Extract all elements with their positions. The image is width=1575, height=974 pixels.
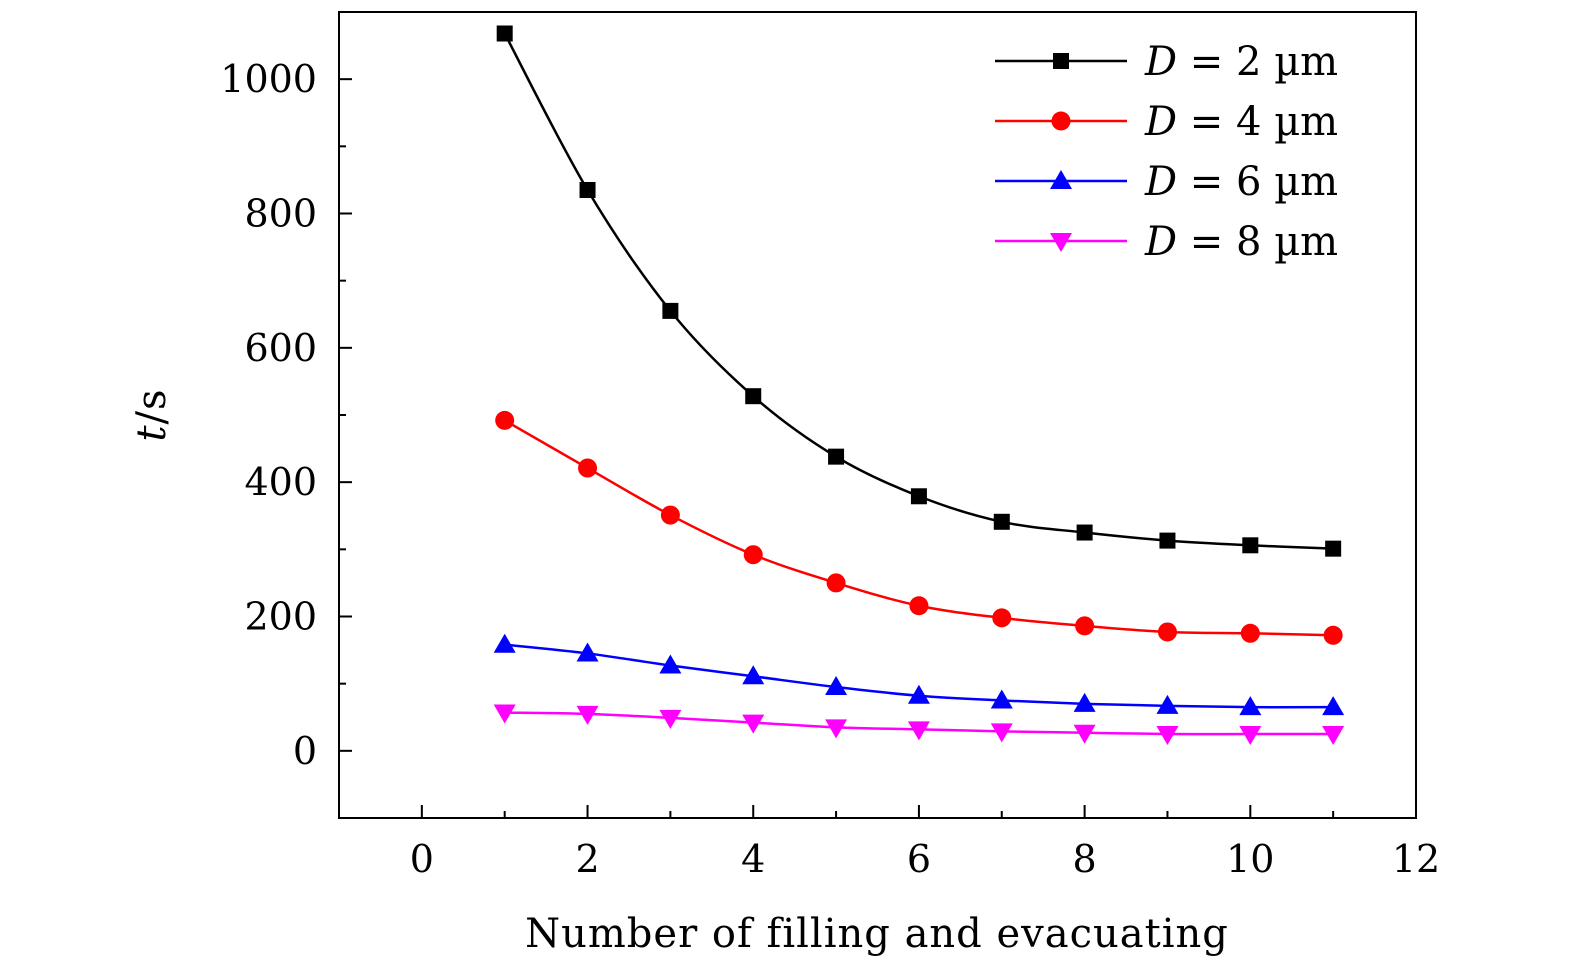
data-point — [1157, 622, 1177, 642]
legend-item-4: D = 8 µm — [995, 219, 1338, 265]
y-tick-label: 400 — [244, 460, 317, 504]
legend-item-1: D = 2 µm — [995, 39, 1338, 85]
legend-label-value: = 4 µm — [1177, 99, 1338, 145]
data-point — [1325, 540, 1342, 557]
legend-marker — [1053, 53, 1069, 69]
data-point — [825, 719, 848, 739]
x-axis-label: Number of filling and evacuating — [525, 911, 1229, 957]
series-3 — [493, 633, 1345, 716]
data-point — [493, 704, 516, 724]
data-point — [496, 25, 513, 42]
series-layer — [493, 25, 1345, 746]
legend-label: D = 8 µm — [1144, 219, 1338, 265]
data-point — [909, 596, 929, 616]
legend-label-var: D — [1144, 99, 1177, 145]
data-point — [495, 410, 515, 430]
y-axis-label-unit: /s — [129, 388, 175, 424]
legend-label-var: D — [1144, 219, 1177, 265]
data-point — [578, 458, 598, 478]
x-tick-label: 6 — [907, 837, 931, 881]
x-tick-label: 2 — [575, 837, 599, 881]
legend-item-2: D = 4 µm — [995, 99, 1338, 145]
legend-label: D = 6 µm — [1144, 159, 1338, 205]
legend-label-var: D — [1144, 39, 1177, 85]
data-point — [1242, 537, 1259, 554]
series-4 — [493, 704, 1345, 746]
legend-label-value: = 6 µm — [1177, 159, 1338, 205]
data-point — [742, 714, 765, 734]
x-tick-label: 8 — [1073, 837, 1097, 881]
legend-label-value: = 8 µm — [1177, 219, 1338, 265]
y-tick-label: 200 — [244, 595, 317, 639]
data-point — [1239, 696, 1262, 716]
x-tick-label: 10 — [1226, 837, 1274, 881]
data-point — [1075, 616, 1095, 636]
data-point — [1322, 696, 1345, 716]
x-tick-label: 0 — [410, 837, 434, 881]
y-axis-label-var: t — [129, 424, 175, 441]
legend-marker — [1051, 111, 1071, 131]
legend: D = 2 µmD = 4 µmD = 6 µmD = 8 µm — [995, 39, 1338, 265]
legend-marker — [1050, 170, 1072, 189]
y-tick-label: 800 — [244, 192, 317, 236]
y-axis-label: t/s — [129, 388, 175, 441]
data-point — [662, 302, 679, 319]
x-tick-label: 12 — [1392, 837, 1440, 881]
data-point — [745, 388, 762, 405]
y-tick-label: 1000 — [220, 57, 317, 101]
data-point — [660, 505, 680, 525]
series-2 — [495, 410, 1343, 645]
legend-label-var: D — [1144, 159, 1177, 205]
data-point — [907, 721, 930, 741]
data-point — [1240, 623, 1260, 643]
data-point — [1239, 726, 1262, 746]
data-point — [828, 448, 845, 465]
data-point — [1322, 726, 1345, 746]
data-point — [1156, 726, 1179, 746]
series-line — [503, 32, 1334, 550]
data-point — [743, 545, 763, 565]
data-point — [1159, 532, 1176, 549]
data-point — [1323, 625, 1343, 645]
data-point — [493, 633, 516, 653]
data-point — [576, 642, 599, 662]
legend-label-value: = 2 µm — [1177, 39, 1338, 85]
y-tick-label: 600 — [244, 326, 317, 370]
data-point — [1076, 524, 1093, 541]
data-point — [579, 181, 596, 198]
data-point — [990, 723, 1013, 743]
data-point — [576, 705, 599, 725]
legend-item-3: D = 6 µm — [995, 159, 1338, 205]
data-point — [907, 684, 930, 704]
series-1 — [496, 25, 1342, 557]
data-point — [1156, 694, 1179, 714]
data-point — [659, 709, 682, 729]
data-point — [1073, 724, 1096, 744]
y-tick-label: 0 — [293, 729, 317, 773]
axis-ticks — [339, 78, 1417, 818]
data-point — [910, 488, 927, 505]
x-tick-label: 4 — [741, 837, 765, 881]
data-point — [1073, 692, 1096, 712]
data-point — [990, 689, 1013, 709]
legend-label: D = 2 µm — [1144, 39, 1338, 85]
legend-label: D = 4 µm — [1144, 99, 1338, 145]
axis-tick-labels: 0 2 4 6 8 10 12 0 200 400 600 800 1000 — [220, 57, 1440, 881]
data-point — [659, 654, 682, 674]
data-point — [993, 513, 1010, 530]
data-point — [992, 608, 1012, 628]
data-point — [825, 676, 848, 696]
legend-marker — [1050, 233, 1072, 252]
data-point — [742, 665, 765, 685]
data-point — [826, 573, 846, 593]
